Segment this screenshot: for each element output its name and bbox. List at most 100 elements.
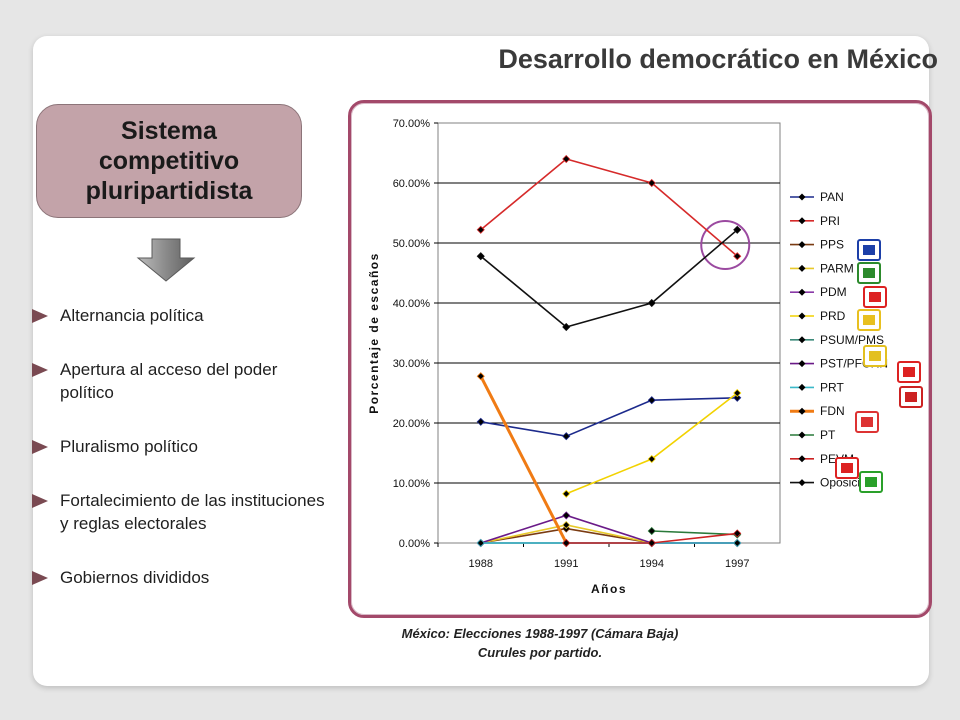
- bullet-item: Apertura al acceso del poder político: [32, 358, 332, 404]
- party-logo-icon: [903, 367, 915, 377]
- data-point: [647, 526, 656, 536]
- x-tick-label: 1988: [469, 558, 493, 570]
- y-tick-label: 0.00%: [399, 538, 430, 550]
- y-tick-label: 40.00%: [393, 298, 431, 310]
- series-line: [651, 530, 738, 536]
- data-point: [562, 154, 571, 164]
- data-point: [562, 322, 571, 332]
- legend-marker: [798, 288, 806, 296]
- data-point: [476, 225, 485, 234]
- legend-label: PARM: [820, 261, 854, 275]
- legend-marker: [798, 455, 806, 463]
- legend-marker: [798, 383, 806, 391]
- bullet-text: Gobiernos divididos: [60, 568, 210, 587]
- bullet-list: Alternancia política Apertura al acceso …: [32, 304, 332, 589]
- x-axis-label: Años: [591, 582, 627, 596]
- bullet-text: Fortalecimiento de las instituciones y r…: [60, 491, 325, 533]
- data-point: [562, 520, 571, 530]
- legend-marker: [798, 264, 806, 272]
- triangle-bullet-icon: [32, 494, 48, 508]
- legend-label: FDN: [820, 404, 845, 418]
- series-line: [480, 397, 738, 438]
- legend-marker: [798, 217, 806, 225]
- data-point: [647, 538, 656, 548]
- data-point: [476, 538, 485, 548]
- data-point: [733, 538, 742, 548]
- y-tick-label: 60.00%: [393, 178, 431, 190]
- data-point: [733, 529, 742, 538]
- legend-label: PPS: [820, 238, 844, 252]
- legend-marker: [798, 312, 806, 320]
- y-tick-label: 10.00%: [393, 478, 431, 490]
- legend-label: PDM: [820, 285, 847, 299]
- bullet-item: Pluralismo político: [32, 435, 332, 458]
- legend-marker: [798, 407, 806, 415]
- y-tick-label: 30.00%: [393, 358, 431, 370]
- data-point: [733, 388, 742, 398]
- chart-caption-line2: Curules por partido.: [477, 645, 603, 660]
- y-tick-label: 70.00%: [393, 118, 431, 130]
- page-title: Desarrollo democrático en México: [498, 44, 938, 74]
- triangle-bullet-icon: [32, 440, 48, 454]
- data-point: [733, 252, 742, 261]
- party-logo-icon: [905, 392, 917, 402]
- data-point: [733, 225, 742, 234]
- party-logo-icon: [865, 477, 877, 487]
- party-logo-icon: [841, 463, 853, 473]
- legend-marker: [798, 479, 806, 487]
- bullet-item: Gobiernos divididos: [32, 566, 332, 589]
- system-box: Sistema competitivo pluripartidista: [36, 104, 302, 218]
- party-logo-icon: [863, 268, 875, 278]
- data-point: [647, 178, 656, 188]
- highlight-circle: [700, 220, 751, 270]
- series-line: [480, 158, 738, 257]
- data-point: [562, 538, 571, 548]
- legend-label: PRD: [820, 309, 846, 323]
- data-point: [733, 393, 742, 402]
- legend-label: PAN: [820, 190, 844, 204]
- data-point: [476, 417, 485, 426]
- bullet-item: Alternancia política: [32, 304, 332, 327]
- x-tick-label: 1997: [725, 558, 749, 570]
- legend-marker: [798, 360, 806, 368]
- bullet-item: Fortalecimiento de las instituciones y r…: [32, 489, 332, 535]
- legend-marker: [798, 336, 806, 344]
- down-arrow-icon: [136, 238, 196, 282]
- legend-label: PRT: [820, 380, 844, 394]
- data-point: [562, 511, 571, 520]
- series-line: [479, 375, 568, 544]
- legend-label: PSUM/PMS: [820, 333, 884, 347]
- y-tick-label: 20.00%: [393, 418, 431, 430]
- triangle-bullet-icon: [32, 309, 48, 323]
- data-point: [476, 252, 485, 261]
- party-logo-icon: [863, 245, 875, 255]
- legend-marker: [798, 431, 806, 439]
- x-tick-label: 1994: [640, 558, 664, 570]
- x-tick-label: 1991: [554, 558, 578, 570]
- legend-label: PRI: [820, 214, 840, 228]
- party-logo-icon: [861, 417, 873, 427]
- y-axis-label: Porcentaje de escaños: [367, 252, 381, 414]
- legend-marker: [798, 241, 806, 249]
- system-box-label: Sistema competitivo pluripartidista: [85, 117, 253, 205]
- y-tick-label: 50.00%: [393, 238, 431, 250]
- triangle-bullet-icon: [32, 571, 48, 585]
- plot-area: [437, 122, 781, 544]
- chart-caption-line1: México: Elecciones 1988-1997 (Cámara Baj…: [401, 626, 679, 641]
- line-chart: 0.00% 10.00% 20.00% 30.00% 40.00% 50.00% 60.00…: [367, 118, 923, 596]
- bullet-text: Pluralismo político: [60, 437, 198, 456]
- data-point: [647, 396, 656, 405]
- data-point: [476, 372, 485, 381]
- data-point: [562, 432, 571, 441]
- party-logo-icon: [869, 292, 881, 302]
- data-point: [647, 454, 656, 464]
- bullet-text: Apertura al acceso del poder político: [60, 360, 278, 402]
- series-line: [480, 229, 738, 328]
- data-point: [562, 489, 571, 498]
- legend-label: PT: [820, 428, 836, 442]
- triangle-bullet-icon: [32, 363, 48, 377]
- party-logo-icon: [869, 351, 881, 361]
- party-logo-icon: [863, 315, 875, 325]
- legend-marker: [798, 193, 806, 201]
- bullet-text: Alternancia política: [60, 306, 204, 325]
